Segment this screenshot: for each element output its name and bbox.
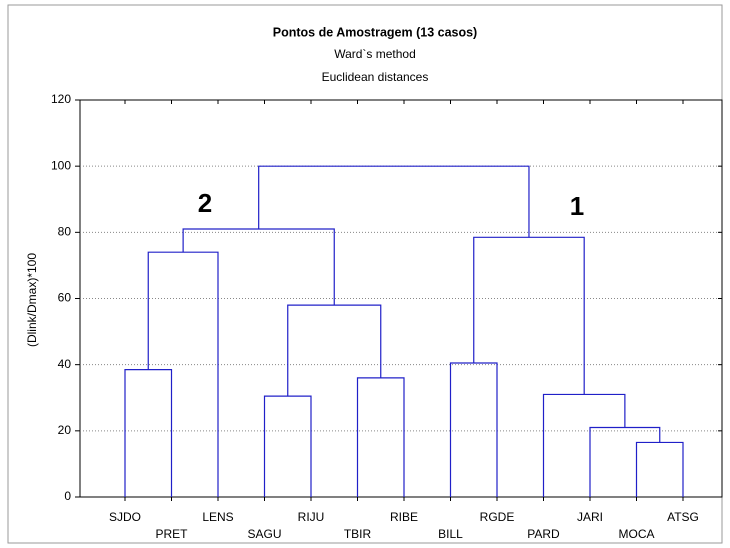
chart-subtitle: Ward`s method bbox=[334, 47, 416, 61]
y-tick-label: 0 bbox=[64, 489, 71, 503]
y-axis-label: (Dlink/Dmax)*100 bbox=[25, 253, 39, 347]
merge-link bbox=[449, 362, 498, 497]
leaf-label: RIBE bbox=[390, 510, 418, 524]
merge-link bbox=[473, 236, 585, 395]
merge-link bbox=[635, 441, 684, 497]
y-tick-label: 40 bbox=[58, 357, 72, 371]
chart-title: Pontos de Amostragem (13 casos) bbox=[273, 25, 477, 39]
leaf-label: SJDO bbox=[109, 510, 141, 524]
leaf-label: LENS bbox=[202, 510, 233, 524]
leaf-label: RGDE bbox=[480, 510, 515, 524]
merge-link bbox=[263, 395, 312, 497]
leaf-label: MOCA bbox=[619, 527, 655, 541]
y-tick-label: 60 bbox=[58, 291, 72, 305]
y-tick-label: 120 bbox=[51, 92, 71, 106]
leaf-label: TBIR bbox=[344, 527, 372, 541]
leaf-label: BILL bbox=[438, 527, 463, 541]
annotation: 1 bbox=[570, 191, 584, 221]
y-tick-label: 20 bbox=[58, 423, 72, 437]
leaf-label: PRET bbox=[155, 527, 188, 541]
merge-link bbox=[287, 304, 382, 397]
leaf-label: JARI bbox=[577, 510, 603, 524]
leaf-label: RIJU bbox=[298, 510, 325, 524]
y-tick-label: 80 bbox=[58, 225, 72, 239]
merge-link bbox=[542, 393, 626, 497]
leaf-label: ATSG bbox=[667, 510, 699, 524]
annotation: 2 bbox=[198, 188, 212, 218]
merge-link bbox=[258, 165, 530, 238]
leaf-label: PARD bbox=[527, 527, 560, 541]
y-tick-label: 100 bbox=[51, 158, 71, 172]
frame bbox=[7, 4, 723, 544]
leaf-label: SAGU bbox=[247, 527, 281, 541]
chart-subtitle: Euclidean distances bbox=[322, 70, 429, 84]
